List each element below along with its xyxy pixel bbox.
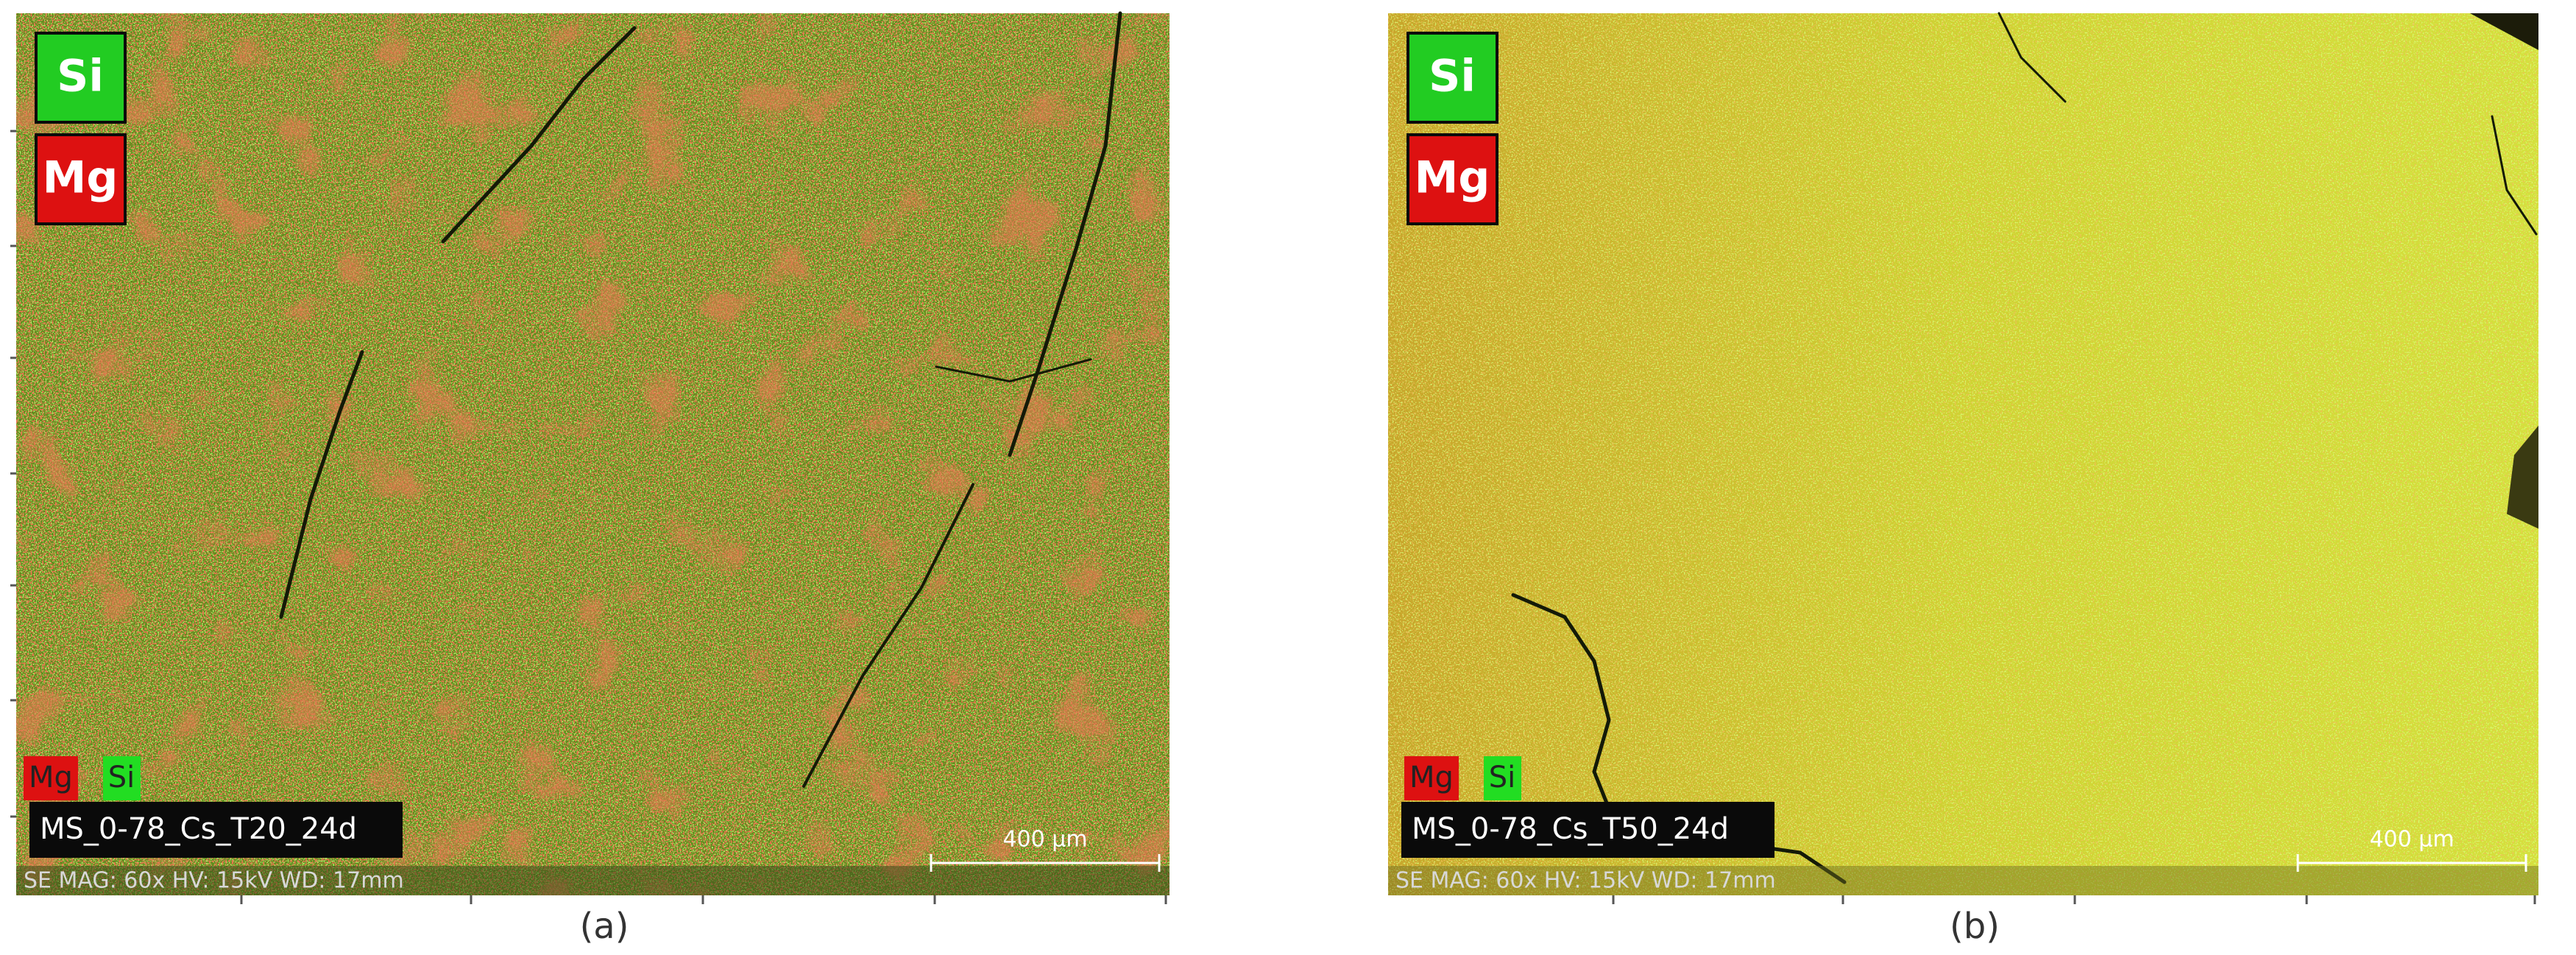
info-bar [16,866,1170,895]
frame-ticks [1612,895,2536,904]
panel-a: Si Mg Mg Si MS_0-78_Cs_T20_24d SE MAG: 6… [10,11,1170,904]
info-bar [1388,866,2538,895]
mg-speckle [1388,13,2538,895]
legend-swatch [24,756,78,800]
crack [802,483,974,788]
info-text: SE MAG: 60x HV: 15kV WD: 17mm [1395,868,1776,894]
info-text: SE MAG: 60x HV: 15kV WD: 17mm [24,868,404,894]
crack [2491,115,2538,236]
legend-swatch [103,756,141,800]
mg-label: Mg [1415,152,1490,204]
mg-label: Mg [43,152,118,204]
mg-blots [16,13,1170,895]
crack [441,26,637,244]
legend-label: Mg [29,761,73,794]
sample-name: MS_0-78_Cs_T20_24d [40,812,357,846]
si-label-box [35,32,127,124]
mg-label-box [35,133,127,225]
edge-dark [2507,426,2538,529]
caption: (a) [580,906,629,947]
mg-label-box [1406,133,1498,225]
caption: (b) [1950,906,2000,947]
si-label: Si [57,51,104,102]
crack [935,358,1092,383]
scale-bar-label: 400 µm [1002,827,1087,853]
si-label-box [1406,32,1498,124]
crack [1008,11,1122,457]
sample-name: MS_0-78_Cs_T50_24d [1412,812,1729,846]
legend-label: Si [1489,761,1516,794]
legend-label: Mg [1409,761,1454,794]
crack [1998,12,2067,103]
legend-label: Si [108,761,135,794]
crack [279,350,364,619]
frame-ticks [10,130,1167,904]
legend-swatch [1484,756,1521,800]
scale-bar-label: 400 µm [2369,827,2454,853]
panel-b: Si Mg Mg Si MS_0-78_Cs_T50_24d SE MAG: 6… [1388,12,2538,904]
si-label: Si [1429,51,1476,102]
sample-box [1401,802,1774,858]
sample-box [29,802,403,858]
edge-dark [2470,13,2538,50]
legend-swatch [1404,756,1459,800]
